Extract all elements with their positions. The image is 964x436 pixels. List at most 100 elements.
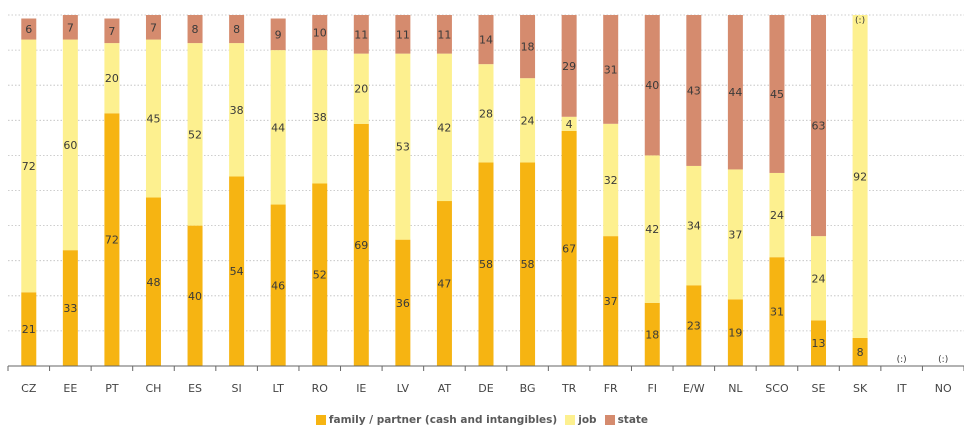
data-label: 31 <box>604 63 618 76</box>
bar-segment-pt-1 <box>104 43 120 114</box>
data-label: 9 <box>275 28 282 41</box>
bar-segment-ro-1 <box>312 50 328 184</box>
bar-segment-bg-1 <box>520 78 536 163</box>
x-tick-label: CH <box>146 382 162 395</box>
x-tick-label: AT <box>438 382 452 395</box>
data-label: 52 <box>313 269 327 282</box>
legend-label-family: family / partner (cash and intangibles) <box>328 414 558 426</box>
bar-segment-lv-1 <box>395 53 411 240</box>
data-label: 6 <box>25 23 32 36</box>
x-tick-label: SCO <box>765 382 789 395</box>
bar-segment-fr-0 <box>603 236 619 366</box>
data-label: 19 <box>728 327 742 340</box>
data-label: 21 <box>22 323 36 336</box>
data-label: 34 <box>687 220 701 233</box>
legend-item-job: job <box>565 414 597 426</box>
bar-segment-si-0 <box>229 176 245 366</box>
data-label: 29 <box>562 60 576 73</box>
x-tick-label: RO <box>312 382 329 395</box>
data-label: 52 <box>188 128 202 141</box>
data-label: 8 <box>857 346 864 359</box>
bar-segment-tr-2 <box>561 15 577 117</box>
data-label: 37 <box>728 228 742 241</box>
bar-segment-es-2 <box>187 15 203 44</box>
bars <box>21 15 868 366</box>
data-label: 7 <box>67 21 74 34</box>
data-label: 72 <box>105 234 119 247</box>
data-label: 40 <box>188 290 202 303</box>
bar-segment-ew-0 <box>686 285 702 366</box>
x-tick-label: E/W <box>683 382 705 395</box>
bar-segment-ew-2 <box>686 15 702 166</box>
data-label: 92 <box>853 170 867 183</box>
data-label: 54 <box>230 265 244 278</box>
data-label: 24 <box>521 114 535 127</box>
bar-segment-bg-2 <box>520 15 536 79</box>
data-label: 8 <box>192 23 199 36</box>
x-tick-label: CZ <box>21 382 37 395</box>
data-label: 20 <box>354 83 368 96</box>
data-label: 48 <box>146 276 160 289</box>
bar-segment-ie-2 <box>353 15 369 54</box>
data-label: 37 <box>604 295 618 308</box>
missing-data-marker: (:) <box>855 16 865 26</box>
data-label: 47 <box>437 278 451 291</box>
data-label: 43 <box>687 84 701 97</box>
bar-segment-nl-0 <box>727 299 743 366</box>
legend-label-job: job <box>578 414 597 426</box>
x-tick-label: SI <box>231 382 241 395</box>
data-label: 13 <box>812 337 826 350</box>
bar-segment-tr-0 <box>561 130 577 366</box>
bar-segment-de-1 <box>478 64 494 163</box>
bar-segment-at-1 <box>436 53 452 202</box>
data-label: 7 <box>150 21 157 34</box>
data-label: 8 <box>233 23 240 36</box>
bar-segment-de-2 <box>478 15 494 65</box>
bar-segment-lt-1 <box>270 50 286 205</box>
bar-segment-si-1 <box>229 43 245 177</box>
legend-item-family: family / partner (cash and intangibles) <box>315 414 558 426</box>
bar-segment-cz-2 <box>21 18 37 40</box>
legend: family / partner (cash and intangibles) … <box>0 412 964 428</box>
x-tick-label: NL <box>728 382 743 395</box>
bar-segment-ie-0 <box>353 123 369 366</box>
bar-segment-ie-1 <box>353 53 369 124</box>
data-label: 23 <box>687 320 701 333</box>
data-label: 11 <box>437 28 451 41</box>
missing-data-marker: (:) <box>897 355 907 365</box>
bar-segment-ee-2 <box>62 15 78 40</box>
bar-segment-lv-2 <box>395 15 411 54</box>
bar-segment-fi-2 <box>644 15 660 156</box>
data-label: 60 <box>63 139 77 152</box>
data-label: 67 <box>562 242 576 255</box>
bar-segment-fr-1 <box>603 123 619 237</box>
data-label: 69 <box>354 239 368 252</box>
x-tick-label: SK <box>853 382 868 395</box>
bar-segment-pt-0 <box>104 113 120 366</box>
data-labels: 2172633607722074845740528543884644952381… <box>22 16 948 365</box>
data-label: 53 <box>396 141 410 154</box>
data-label: 28 <box>479 107 493 120</box>
bar-segment-pt-2 <box>104 18 120 44</box>
x-tick-label: TR <box>561 382 577 395</box>
missing-data-marker: (:) <box>938 355 948 365</box>
bar-segment-lv-0 <box>395 239 411 366</box>
data-label: 14 <box>479 34 493 47</box>
bar-segment-tr-1 <box>561 116 577 131</box>
bar-segment-nl-2 <box>727 15 743 170</box>
data-label: 45 <box>770 88 784 101</box>
legend-item-state: state <box>604 414 648 426</box>
data-label: 31 <box>770 306 784 319</box>
bar-segment-sk-0 <box>852 337 868 366</box>
x-tick-label: EE <box>63 382 77 395</box>
data-label: 18 <box>521 41 535 54</box>
data-label: 4 <box>566 118 573 131</box>
data-label: 63 <box>812 120 826 133</box>
bar-segment-cz-0 <box>21 292 37 366</box>
legend-swatch-state <box>604 415 615 425</box>
data-label: 33 <box>63 302 77 315</box>
bar-segment-ch-2 <box>145 15 161 40</box>
bar-segment-at-2 <box>436 15 452 54</box>
data-label: 42 <box>645 223 659 236</box>
